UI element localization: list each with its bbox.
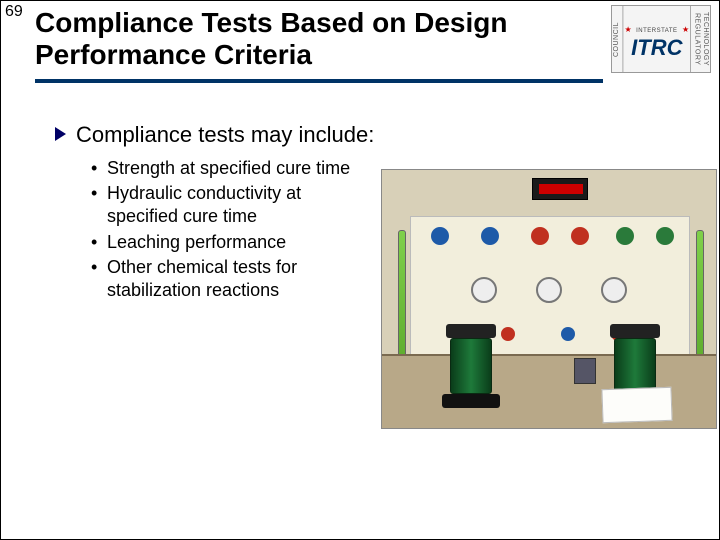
lab-equipment-photo — [381, 169, 717, 429]
small-valve — [561, 327, 575, 341]
itrc-logo: COUNCIL ★ INTERSTATE ★ ITRC TECHNOLOGY R… — [611, 5, 711, 73]
pressure-gauge — [471, 277, 497, 303]
digital-display — [532, 178, 588, 200]
list-item: Other chemical tests for stabilization r… — [91, 256, 375, 303]
pressure-gauge — [601, 277, 627, 303]
list-item: Leaching performance — [91, 231, 375, 254]
bullet-level1: Compliance tests may include: — [55, 121, 375, 149]
star-icon: ★ — [624, 25, 631, 34]
small-valve — [501, 327, 515, 341]
logo-right-text: TECHNOLOGY REGULATORY — [690, 6, 710, 72]
star-icon: ★ — [682, 25, 689, 34]
valve-knob — [616, 227, 634, 245]
bullet-level2-list: Strength at specified cure time Hydrauli… — [91, 157, 375, 303]
title-underline — [35, 79, 603, 83]
valve-knob — [571, 227, 589, 245]
valve-knob — [431, 227, 449, 245]
slide-title: Compliance Tests Based on Design Perform… — [35, 7, 603, 71]
valve-knob — [656, 227, 674, 245]
arrow-icon — [55, 127, 66, 141]
slide-header: Compliance Tests Based on Design Perform… — [35, 7, 603, 83]
logo-left-text: COUNCIL — [612, 6, 623, 72]
slide-number: 69 — [5, 3, 23, 21]
valve-knob — [481, 227, 499, 245]
valve-knob — [531, 227, 549, 245]
logo-interstate-text: INTERSTATE — [636, 28, 677, 34]
logo-main-text: ITRC — [631, 37, 682, 59]
permeameter-cell — [442, 324, 500, 408]
list-item: Hydraulic conductivity at specified cure… — [91, 182, 375, 229]
data-sheet — [601, 387, 672, 423]
list-item: Strength at specified cure time — [91, 157, 375, 180]
content-area: Compliance tests may include: Strength a… — [55, 121, 375, 305]
pressure-gauge — [536, 277, 562, 303]
equipment-box — [574, 358, 596, 384]
logo-center: ★ INTERSTATE ★ ITRC — [623, 6, 690, 72]
bullet-level1-text: Compliance tests may include: — [76, 121, 374, 149]
